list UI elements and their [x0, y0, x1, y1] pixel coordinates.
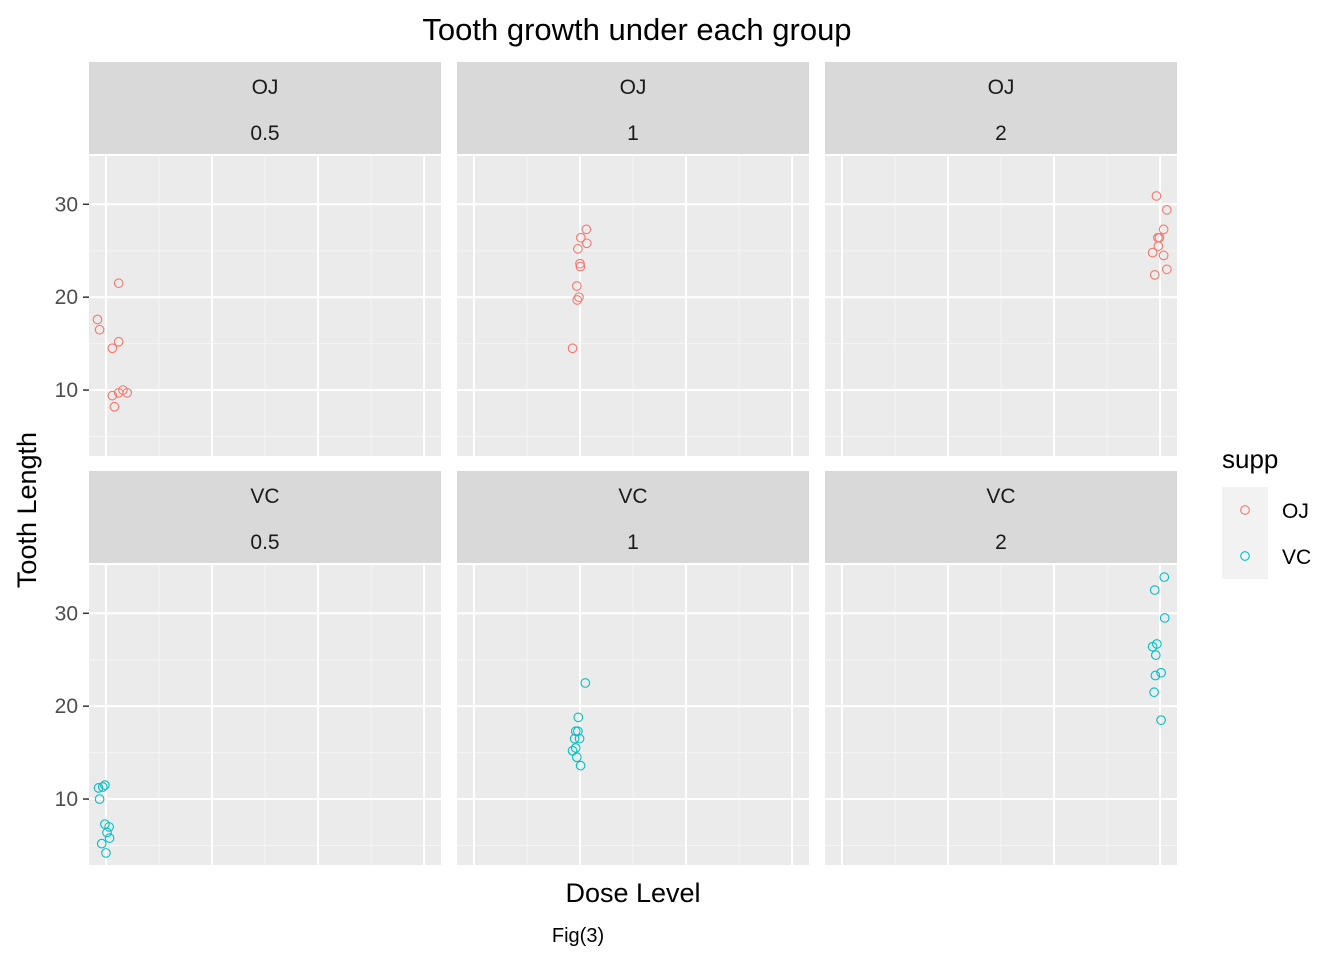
facet-strip — [825, 62, 1177, 154]
data-point-vc — [571, 752, 582, 763]
strip-label-supp: VC — [250, 485, 279, 508]
legend-title: supp — [1222, 444, 1278, 474]
data-point-oj — [109, 401, 120, 412]
facet-panel-vc-2: VC 2 — [825, 471, 1177, 865]
facet-panels: OJ 0.5 OJ 1 OJ 2 VC 0.5 VC 1 VC 2 — [89, 62, 1177, 865]
chart-title: Tooth growth under each group — [422, 12, 851, 47]
legend-key-vc — [1240, 551, 1250, 561]
data-point-vc — [97, 782, 108, 792]
data-point-oj — [92, 314, 103, 325]
y-tick-label: 20 — [55, 695, 78, 718]
facet-panel-vc-1: VC 1 — [457, 471, 809, 865]
facet-strip — [457, 471, 809, 563]
data-point-vc — [1159, 613, 1170, 623]
data-point-oj — [571, 281, 582, 291]
data-point-vc — [1150, 650, 1161, 660]
data-point-vc — [573, 726, 583, 737]
data-point-oj — [94, 324, 105, 335]
y-axes: 10 20 30 10 20 30 — [55, 193, 89, 811]
data-point-oj — [107, 390, 118, 401]
data-point-oj — [1149, 270, 1160, 280]
facet-panel-oj-0_5: OJ 0.5 — [89, 62, 441, 456]
legend-key-oj — [1240, 505, 1250, 515]
data-point-vc — [93, 783, 104, 793]
data-point-oj — [1151, 191, 1162, 201]
data-point-oj — [1161, 205, 1172, 215]
facet-panel-vc-0_5: VC 0.5 — [89, 471, 441, 865]
data-point-vc — [101, 848, 111, 858]
facet-strip — [825, 471, 1177, 563]
data-point-oj — [575, 232, 586, 243]
strip-label-supp: OJ — [988, 76, 1015, 99]
data-point-oj — [1161, 264, 1172, 275]
data-point-oj — [1158, 224, 1169, 235]
data-point-oj — [1158, 250, 1169, 261]
data-point-vc — [1152, 639, 1162, 649]
y-tick-label: 20 — [55, 286, 78, 309]
data-point-vc — [100, 780, 110, 790]
strip-label-dose: 0.5 — [250, 531, 279, 554]
data-point-oj — [113, 336, 124, 347]
legend-label-vc: VC — [1282, 546, 1311, 569]
data-point-vc — [94, 794, 105, 804]
data-point-oj — [573, 244, 583, 254]
data-point-oj — [1154, 232, 1165, 243]
data-point-vc — [573, 712, 584, 723]
data-point-oj — [113, 278, 124, 289]
strip-label-dose: 1 — [627, 531, 639, 554]
legend-key-background — [1222, 533, 1268, 579]
chart-caption: Fig(3) — [552, 925, 604, 947]
legend: supp OJ VC — [1222, 444, 1311, 579]
data-point-oj — [574, 292, 584, 303]
data-point-vc — [1150, 670, 1161, 681]
strip-label-dose: 2 — [995, 531, 1007, 554]
data-point-vc — [574, 733, 585, 744]
data-point-vc — [104, 822, 114, 832]
data-point-oj — [1147, 247, 1158, 258]
strip-label-supp: VC — [986, 485, 1015, 508]
data-point-vc — [104, 833, 115, 843]
data-point-vc — [580, 678, 591, 688]
data-point-vc — [1149, 585, 1160, 595]
y-tick-label: 10 — [55, 379, 78, 402]
strip-label-supp: OJ — [620, 76, 647, 99]
data-point-vc — [1156, 667, 1166, 678]
legend-key-background — [1222, 487, 1268, 533]
data-point-oj — [107, 343, 118, 354]
data-point-vc — [575, 760, 586, 771]
y-tick-label: 10 — [55, 788, 78, 811]
y-axis-title: Tooth Length — [12, 432, 42, 588]
y-tick-label: 30 — [55, 602, 78, 625]
facet-strip — [89, 62, 441, 154]
facet-strip — [89, 471, 441, 563]
data-point-vc — [1149, 687, 1159, 698]
legend-label-oj: OJ — [1282, 500, 1309, 523]
data-point-vc — [1159, 572, 1170, 582]
facet-panel-oj-2: OJ 2 — [825, 62, 1177, 456]
y-tick-label: 30 — [55, 193, 78, 216]
strip-label-dose: 1 — [627, 122, 639, 145]
data-point-oj — [581, 238, 592, 249]
strip-label-supp: VC — [618, 485, 647, 508]
data-point-vc — [102, 827, 112, 838]
strip-label-dose: 0.5 — [250, 122, 279, 145]
data-point-oj — [567, 343, 578, 354]
data-point-oj — [581, 224, 592, 235]
data-point-oj — [572, 295, 583, 305]
strip-label-dose: 2 — [995, 122, 1007, 145]
data-point-vc — [1156, 715, 1166, 725]
data-point-oj — [122, 387, 133, 398]
facet-panel-oj-1: OJ 1 — [457, 62, 809, 456]
strip-label-supp: OJ — [252, 76, 279, 99]
data-point-vc — [570, 743, 581, 753]
data-point-oj — [575, 261, 586, 272]
data-point-vc — [96, 838, 107, 849]
x-axis-title: Dose Level — [565, 878, 700, 908]
facet-strip — [457, 62, 809, 154]
